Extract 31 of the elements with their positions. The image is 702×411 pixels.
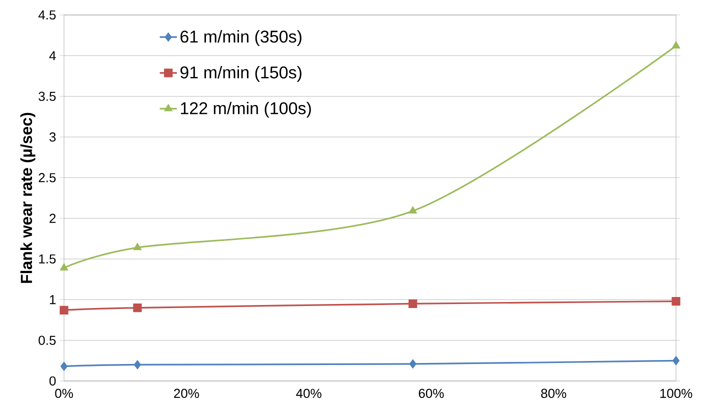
point: [60, 362, 68, 371]
point: [134, 243, 142, 250]
x-tick-label: 80%: [541, 388, 566, 398]
y-tick-label: 3.5: [38, 92, 56, 101]
point: [672, 356, 680, 365]
x-tick-label: 20%: [174, 388, 199, 398]
x-tick-label: 0%: [55, 388, 73, 398]
point: [134, 360, 141, 370]
point: [672, 296, 680, 306]
x-tick-label: 60%: [418, 388, 444, 398]
point: [409, 360, 416, 368]
legend-label: 61 m/min (350s): [180, 30, 302, 46]
point: [409, 206, 417, 214]
y-axis-title: Flank wear rate (µ/sec): [20, 112, 36, 283]
legend-label: 91 m/min (150s): [180, 66, 302, 82]
x-tick-label: 40%: [296, 388, 322, 398]
point: [408, 299, 418, 308]
point: [60, 264, 68, 270]
y-tick-label: 0: [49, 376, 56, 386]
y-tick-label: 4: [49, 51, 56, 60]
x-tick-label: 100%: [660, 388, 692, 398]
point: [60, 306, 68, 315]
y-tick-label: 0.5: [38, 336, 56, 345]
y-tick-label: 2: [50, 214, 56, 223]
legend-label: 122 m/min (100s): [180, 102, 311, 118]
y-tick-label: 2.5: [38, 173, 56, 182]
y-tick-label: 4.5: [38, 10, 56, 20]
point: [133, 303, 142, 312]
y-tick-label: 1: [50, 295, 56, 304]
y-tick-label: 3: [49, 132, 56, 142]
y-tick-label: 1.5: [39, 254, 56, 264]
